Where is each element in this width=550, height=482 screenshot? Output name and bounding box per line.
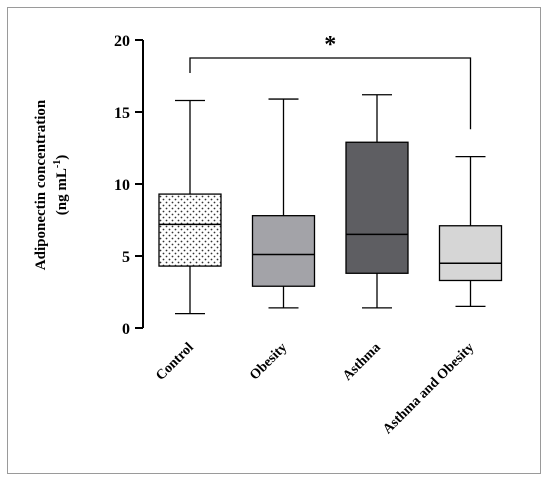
box-0: [158, 99, 222, 315]
y-tick-label: 15: [114, 105, 130, 122]
y-axis-title-line1: Adiponectin concentration: [33, 99, 49, 270]
box-iqr: [438, 225, 503, 282]
x-category-label: Control: [153, 340, 197, 384]
box-3: [438, 155, 503, 308]
significance-annotation: *: [189, 32, 472, 130]
box-iqr: [251, 215, 316, 287]
x-category-label: Obesity: [247, 340, 290, 383]
y-tick-label: 20: [114, 33, 130, 50]
significance-label: *: [324, 32, 336, 58]
y-axis-title-exponent: -1: [52, 160, 63, 168]
y-tick-label: 5: [122, 249, 130, 266]
x-category-label: Asthma: [340, 340, 384, 384]
x-category-label: Asthma and Obesity: [380, 340, 477, 437]
box-iqr: [158, 193, 222, 267]
y-axis: 0 5 10 15 20: [114, 33, 144, 338]
box-1: [251, 98, 316, 309]
box-series: [158, 94, 503, 315]
box-2: [345, 94, 409, 309]
y-axis-title-unit: (ng mL: [54, 168, 70, 215]
significance-bracket: [189, 57, 472, 130]
y-axis-title-close: ): [54, 155, 70, 160]
box-iqr: [345, 141, 409, 274]
y-tick-label: 10: [114, 177, 130, 194]
y-axis-title-line2: (ng mL-1): [52, 155, 70, 215]
y-tick-label: 0: [122, 321, 130, 338]
